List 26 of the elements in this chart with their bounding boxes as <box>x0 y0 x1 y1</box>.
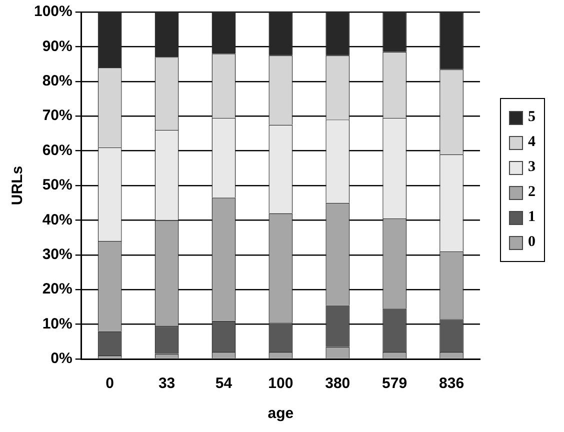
legend-label: 1 <box>528 208 536 227</box>
y-tick-label: 20% <box>42 280 72 298</box>
y-tick-label: 30% <box>42 246 72 264</box>
x-tick-label: 579 <box>382 375 408 392</box>
x-axis-title: age <box>268 405 294 422</box>
x-tick-label: 836 <box>439 375 464 392</box>
y-tick-label: 90% <box>42 38 72 55</box>
y-tick-label: 40% <box>42 211 72 228</box>
x-tick-label: 0 <box>106 375 114 392</box>
legend-label: 0 <box>528 233 536 252</box>
x-tick-label: 33 <box>158 375 176 392</box>
y-tick-label: 50% <box>42 176 72 194</box>
y-tick-label: 80% <box>42 72 72 90</box>
x-tick-label: 380 <box>325 375 350 392</box>
legend-label: 4 <box>528 133 536 152</box>
legend-label: 3 <box>528 158 536 177</box>
legend-label: 5 <box>528 108 536 127</box>
y-tick-label: 0% <box>50 350 72 368</box>
x-tick-label: 54 <box>215 375 233 392</box>
y-tick-label: 60% <box>42 142 72 159</box>
y-tick-label: 100% <box>34 3 72 20</box>
legend-label: 2 <box>528 183 536 202</box>
y-axis-title: URLs <box>9 166 26 206</box>
x-tick-label: 100 <box>268 375 294 392</box>
y-tick-label: 10% <box>42 315 72 332</box>
y-tick-label: 70% <box>42 107 72 124</box>
